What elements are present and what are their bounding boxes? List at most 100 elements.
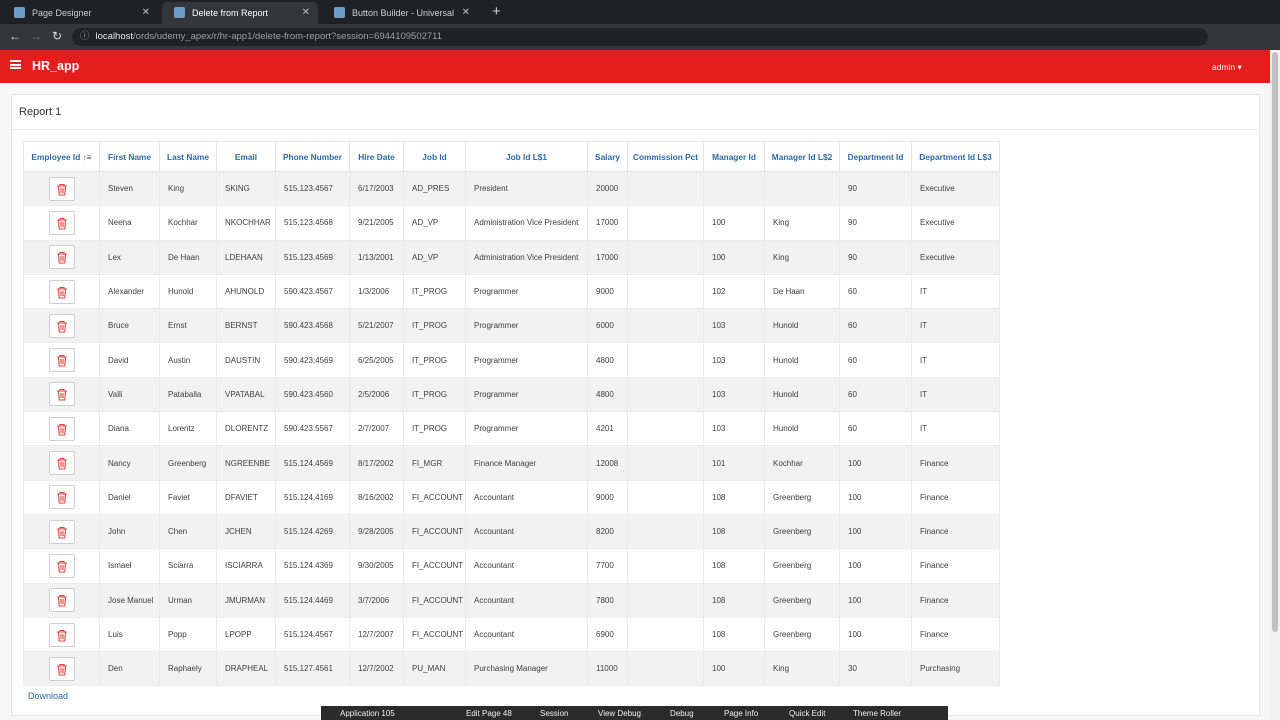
nav-back[interactable]: ← [9, 29, 21, 43]
column-header[interactable]: Hire Date [349, 141, 404, 172]
toolbar-item[interactable]: Quick Edit [789, 709, 826, 718]
delete-button[interactable] [48, 348, 75, 373]
column-header[interactable]: Phone Number [275, 141, 350, 172]
cell [23, 582, 100, 618]
cell: 515.124.4269 [275, 513, 350, 550]
column-header[interactable]: Last Name [159, 141, 217, 172]
column-header[interactable]: Commission Pct [627, 141, 704, 172]
cell: 108 [703, 582, 765, 618]
toolbar-item[interactable]: View Debug [598, 709, 641, 718]
cell: FI_MGR [403, 445, 466, 481]
cell [627, 170, 704, 207]
cell: Programmer [465, 376, 588, 413]
cell [627, 513, 704, 550]
app-name[interactable]: HR_app [32, 59, 80, 73]
cell [23, 273, 100, 310]
cell: 9/28/2005 [349, 513, 404, 550]
cell: FI_ACCOUNT [403, 479, 466, 515]
cell: Greenberg [764, 548, 840, 584]
column-header[interactable]: Department Id [839, 141, 912, 172]
download-link[interactable]: Download [28, 691, 69, 701]
column-header[interactable]: Employee Id ↑≡ [23, 141, 100, 172]
menu-toggle[interactable] [10, 60, 21, 69]
tab-title: Page Designer [32, 8, 92, 18]
user-menu[interactable]: admin ▾ [1212, 62, 1242, 72]
cell: 60 [839, 411, 912, 447]
cell: Executive [911, 239, 1000, 275]
column-header[interactable]: Job Id [403, 141, 466, 172]
cell: Accountant [465, 513, 588, 550]
cell: 30 [839, 651, 912, 687]
scrollbar-thumb[interactable] [1272, 52, 1278, 632]
cell: David [99, 342, 160, 378]
column-header[interactable]: Manager Id L$2 [764, 141, 840, 172]
delete-button[interactable] [48, 210, 75, 235]
delete-button[interactable] [48, 416, 75, 441]
delete-button[interactable] [48, 656, 75, 681]
cell: Greenberg [159, 445, 217, 481]
new-tab[interactable]: + [492, 3, 501, 20]
column-header[interactable]: Manager Id [703, 141, 765, 172]
region-title: Report 1 [19, 106, 62, 118]
delete-button[interactable] [48, 588, 75, 613]
toolbar-item[interactable]: Session [540, 709, 569, 718]
cell: FI_ACCOUNT [403, 548, 466, 584]
toolbar-item[interactable]: Application 105 [340, 709, 395, 718]
cell: 515.123.4569 [275, 239, 350, 275]
delete-button[interactable] [48, 622, 75, 647]
table-row: Jose Manuel Urman JMURMAN 515.124.4469 3/7/2… [23, 582, 1000, 618]
cell: 103 [703, 342, 765, 378]
nav-forward[interactable]: → [30, 29, 42, 43]
cell: 9/30/2005 [349, 548, 404, 584]
delete-button[interactable] [48, 245, 75, 270]
cell: Programmer [465, 411, 588, 447]
column-header[interactable]: Job Id L$1 [465, 141, 588, 172]
delete-button[interactable] [48, 451, 75, 476]
delete-button[interactable] [48, 519, 75, 544]
cell: 4201 [587, 411, 628, 447]
cell [627, 308, 704, 344]
delete-button[interactable] [48, 313, 75, 338]
cell: 515.127.4561 [275, 651, 350, 687]
column-header[interactable]: First Name [99, 141, 160, 172]
tab[interactable]: Delete from Report ✕ [162, 2, 318, 24]
cell: 4800 [587, 342, 628, 378]
delete-button[interactable] [48, 485, 75, 510]
cell: DLORENTZ [216, 411, 276, 447]
toolbar-item[interactable]: Page Info [724, 709, 759, 718]
cell: 12/7/2007 [349, 616, 404, 653]
tab[interactable]: Button Builder - Universal Theme✕ [322, 2, 478, 40]
cell: 100 [703, 205, 765, 241]
tab[interactable]: Page Designer ✕ [2, 2, 158, 24]
cell: Hunold [764, 308, 840, 344]
cell: IT_PROG [403, 342, 466, 378]
cell: 515.124.4469 [275, 582, 350, 618]
cell: 103 [703, 411, 765, 447]
info-icon: ⓘ [80, 31, 90, 42]
cell [627, 548, 704, 584]
cell: SKING [216, 170, 276, 207]
reload[interactable]: ↻ [52, 29, 63, 43]
column-header[interactable]: Salary [587, 141, 628, 172]
cell: Programmer [465, 342, 588, 378]
omnibox[interactable]: ⓘ localhost/ords/udemy_apex/r/hr-app1/del… [72, 28, 1208, 46]
toolbar-item[interactable]: Debug [670, 709, 694, 718]
cell: Daniel [99, 479, 160, 515]
cell: Austin [159, 342, 217, 378]
toolbar-item[interactable]: Edit Page 48 [466, 709, 512, 718]
trash-icon [56, 423, 67, 436]
cell: 11000 [587, 651, 628, 687]
delete-button[interactable] [48, 279, 75, 304]
column-header[interactable]: Email [216, 141, 276, 172]
cell: FI_ACCOUNT [403, 616, 466, 653]
delete-button[interactable] [48, 382, 75, 407]
cell: 6900 [587, 616, 628, 653]
delete-button[interactable] [48, 553, 75, 578]
toolbar-item[interactable]: Theme Roller [853, 709, 902, 718]
cell: Finance [911, 445, 1000, 481]
delete-button[interactable] [48, 176, 75, 201]
cell: 12008 [587, 445, 628, 481]
column-header[interactable]: Department Id L$3 [911, 141, 1000, 172]
cell: 90 [839, 170, 912, 207]
cell: 100 [703, 651, 765, 687]
